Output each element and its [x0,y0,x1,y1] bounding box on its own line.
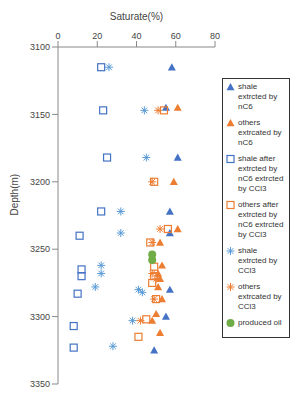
svg-text:Depth(m): Depth(m) [9,174,20,216]
svg-text:0: 0 [55,31,60,41]
svg-text:Saturate(%): Saturate(%) [110,11,163,22]
svg-text:3350: 3350 [30,379,50,389]
svg-text:3250: 3250 [30,244,50,254]
html-text:shale extrcted by CCl3: shale extrcted by CCl3 [238,246,278,275]
svg-text:20: 20 [92,31,102,41]
svg-text:40: 40 [131,31,141,41]
svg-text:3150: 3150 [30,110,50,120]
html-text:others after extrcted by nC6 e: others after extrcted by nC6 extrcted by… [238,200,284,239]
html-text:shale after extrcted by nC6 ex: shale after extrcted by nC6 extrcted by … [238,154,284,193]
svg-text:3100: 3100 [30,42,50,52]
html-text:others extrcated by CCl3: others extrcated by CCl3 [238,282,282,311]
html-text:produced oil: produced oil [238,318,282,327]
svg-text:3200: 3200 [30,177,50,187]
svg-text:3300: 3300 [30,312,50,322]
svg-text:60: 60 [171,31,181,41]
html-text:shale extrcted by nC6: shale extrcted by nC6 [238,82,278,111]
svg-text:80: 80 [210,31,220,41]
html-text:others extrcated by nC6: others extrcated by nC6 [238,118,282,147]
